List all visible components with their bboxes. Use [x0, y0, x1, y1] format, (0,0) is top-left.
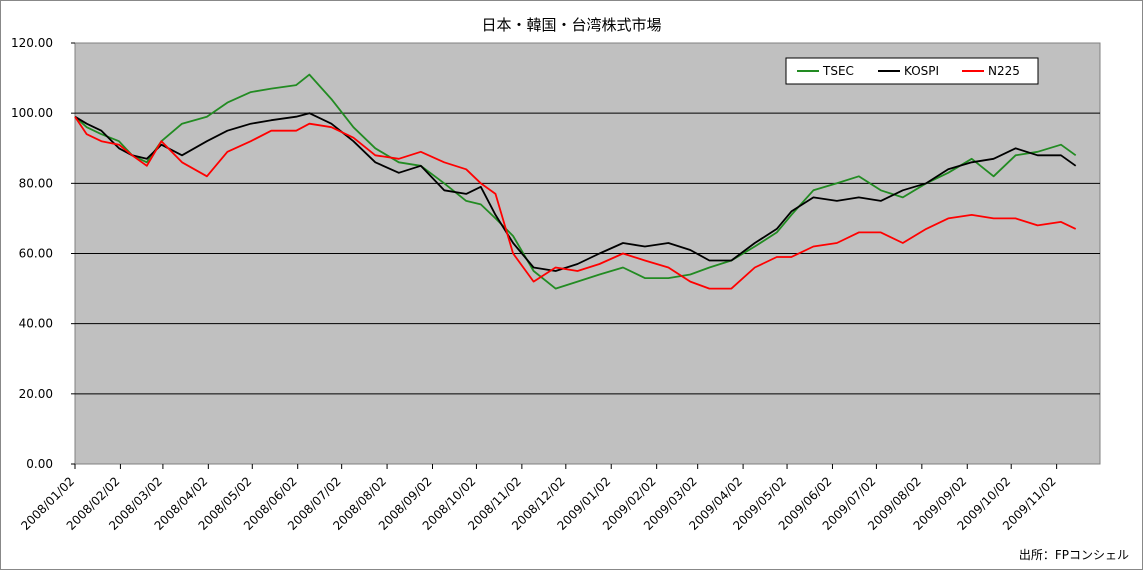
legend-label: TSEC [822, 64, 854, 78]
legend-box [785, 57, 1039, 85]
y-tick-label: 20.00 [19, 387, 53, 401]
source-note: 出所：FPコンシェル [1018, 548, 1129, 562]
y-tick-label: 80.00 [19, 176, 53, 190]
legend: TSEC KOSPI N225 [785, 57, 1039, 85]
series-line-kospi [74, 112, 1077, 272]
y-axis-ticks: 0.00 20.00 40.00 60.00 80.00 100.00 120.00 [11, 36, 75, 471]
chart-title: 日本・韓国・台湾株式市場 [481, 16, 662, 34]
legend-label: KOSPI [904, 64, 939, 78]
series-line-tsec [74, 73, 1077, 290]
y-tick-label: 100.00 [11, 106, 53, 120]
y-tick-label: 60.00 [19, 247, 53, 261]
legend-label: N225 [988, 64, 1020, 78]
y-tick-label: 120.00 [11, 36, 53, 50]
gridlines [75, 112, 1100, 395]
series-lines [74, 73, 1077, 290]
y-tick-label: 40.00 [19, 317, 53, 331]
series-line-n225 [74, 116, 1077, 290]
x-axis-ticks: 2008/01/022008/02/022008/03/022008/04/02… [18, 464, 1059, 533]
y-tick-label: 0.00 [26, 457, 53, 471]
